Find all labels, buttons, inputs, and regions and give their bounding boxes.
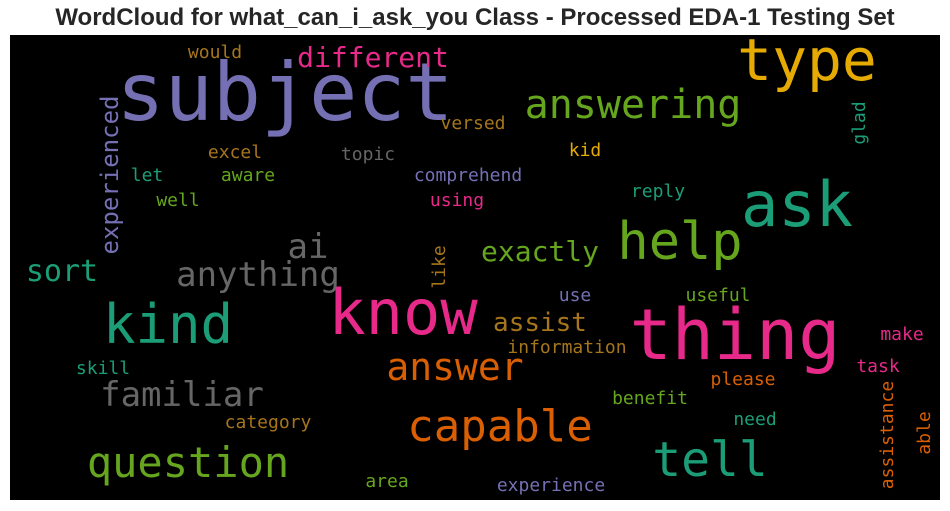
word-experience: experience — [496, 475, 606, 496]
word-tell: tell — [652, 432, 768, 488]
word-task: task — [856, 356, 900, 377]
chart-title: WordCloud for what_can_i_ask_you Class -… — [55, 4, 895, 31]
word-need: need — [733, 409, 777, 430]
word-ai: ai — [287, 227, 329, 267]
word-thing: thing — [629, 294, 841, 376]
word-able: able — [914, 411, 935, 455]
word-useful: useful — [685, 285, 751, 306]
word-help: help — [617, 212, 743, 272]
word-experienced: experienced — [96, 95, 124, 255]
word-excel: excel — [207, 142, 263, 163]
word-different: different — [297, 41, 449, 74]
word-assistance: assistance — [877, 380, 898, 490]
word-kid: kid — [568, 140, 602, 161]
word-category: category — [224, 412, 312, 433]
word-reply: reply — [630, 181, 686, 202]
word-make: make — [880, 324, 924, 345]
word-anything: anything — [176, 255, 340, 295]
word-information: information — [507, 337, 627, 358]
word-subject: subject — [116, 46, 454, 139]
word-would: would — [187, 42, 243, 63]
word-comprehend: comprehend — [413, 165, 523, 186]
word-capable: capable — [407, 401, 593, 452]
word-topic: topic — [340, 144, 396, 165]
word-let: let — [130, 165, 164, 186]
word-use: use — [558, 285, 592, 306]
word-question: question — [86, 438, 290, 487]
word-versed: versed — [440, 113, 506, 134]
word-know: know — [328, 276, 478, 349]
word-benefit: benefit — [612, 388, 688, 409]
word-sort: sort — [25, 254, 99, 289]
word-well: well — [156, 190, 200, 211]
word-familiar: familiar — [100, 375, 264, 415]
word-answering: answering — [524, 82, 742, 128]
word-please: please — [710, 369, 776, 390]
word-answer: answer — [386, 345, 524, 389]
word-kind: kind — [102, 293, 234, 356]
word-type: type — [737, 35, 877, 94]
word-area: area — [365, 471, 409, 492]
word-like: like — [429, 245, 450, 289]
word-cloud-canvas: subject type ask thing know kind help answering… — [10, 35, 940, 500]
word-glad: glad — [849, 101, 870, 145]
word-exactly: exactly — [480, 235, 600, 268]
word-using: using — [429, 190, 485, 211]
word-aware: aware — [220, 165, 276, 186]
word-skill: skill — [75, 358, 131, 379]
word-ask: ask — [741, 168, 853, 241]
word-assist: assist — [493, 308, 587, 338]
